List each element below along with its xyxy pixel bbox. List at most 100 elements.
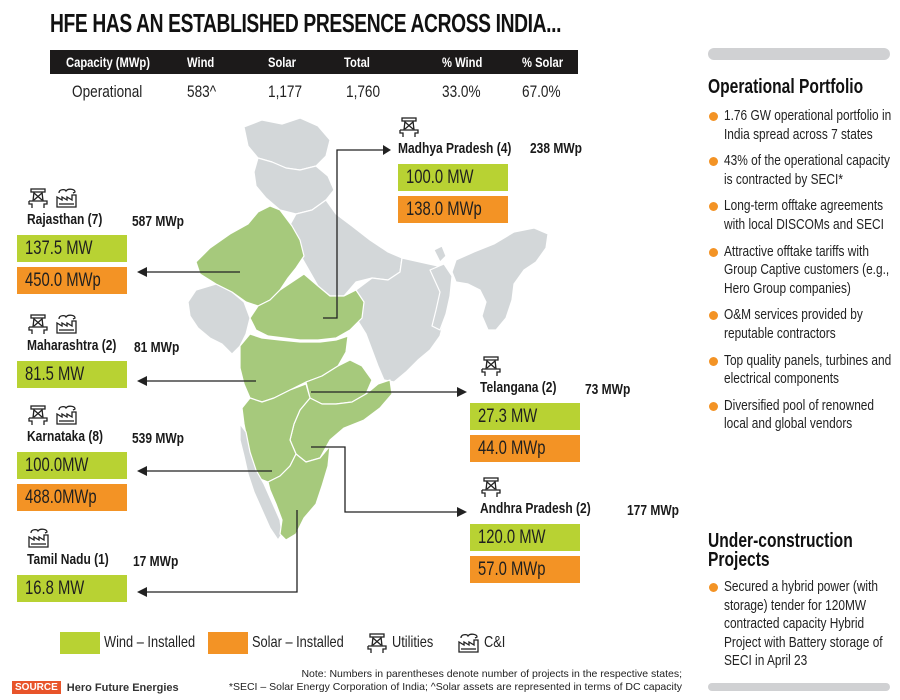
state-name: Madhya Pradesh (4) <box>398 140 512 157</box>
wind-capacity-bar: 137.5 MW <box>17 235 127 262</box>
list-item: 43% of the operational capacity is contr… <box>708 152 898 189</box>
bullet-icon <box>709 247 718 257</box>
connector-tamil-nadu <box>147 510 298 593</box>
map-region-uttar-pradesh <box>285 199 403 297</box>
source-name: Hero Future Energies <box>66 681 179 694</box>
connector-andhra-pradesh <box>311 446 457 513</box>
arrowhead-andhra-pradesh <box>457 507 467 517</box>
wind-capacity-bar: 81.5 MW <box>17 361 127 388</box>
state-block-tamil-nadu: Tamil Nadu (1) 17 MWp 16.8 MW <box>17 527 178 602</box>
solar-capacity-bar: 44.0 MWp <box>470 435 580 462</box>
bullet-icon <box>709 311 718 321</box>
wind-capacity-bar: 16.8 MW <box>17 575 127 602</box>
list-item: Diversified pool of renowned local and g… <box>708 397 898 434</box>
operational-portfolio-heading: Operational Portfolio <box>708 76 864 98</box>
source-credit: SOURCE Hero Future Energies <box>12 681 179 694</box>
map-region-jammu-kashmir <box>243 117 331 171</box>
map-region-gujarat <box>187 283 251 355</box>
legend-solar-label: Solar – Installed <box>252 634 344 651</box>
legend-wind-label: Wind – Installed <box>104 634 196 651</box>
sidebar: Operational Portfolio 1.76 GW operationa… <box>708 0 892 700</box>
page-title: HFE HAS AN ESTABLISHED PRESENCE ACROSS I… <box>50 8 562 38</box>
wind-capacity-bar: 100.0MW <box>17 452 127 479</box>
cell-pct-wind: 33.0% <box>442 82 481 101</box>
solar-capacity-bar: 138.0 MWp <box>398 196 508 223</box>
state-total: 17 MWp <box>133 553 179 570</box>
c-and-i-icon <box>56 188 77 208</box>
header-pct-wind: % Wind <box>442 54 483 70</box>
header-solar: Solar <box>268 54 297 70</box>
cell-total: 1,760 <box>346 82 381 101</box>
header-wind: Wind <box>187 54 215 70</box>
state-name: Tamil Nadu (1) <box>27 551 109 568</box>
utilities-icon <box>28 188 48 208</box>
solar-capacity-bar: 488.0MWp <box>17 484 127 511</box>
map-region-kerala <box>239 423 283 541</box>
map-region-maharashtra <box>239 333 349 403</box>
map-region-karnataka <box>241 383 311 483</box>
header-pct-solar: % Solar <box>522 54 564 70</box>
footnote-line-1: Note: Numbers in parentheses denote numb… <box>301 668 682 680</box>
state-name: Andhra Pradesh (2) <box>480 500 591 517</box>
wind-capacity-bar: 27.3 MW <box>470 403 580 430</box>
map-region-madhya-pradesh <box>249 273 365 341</box>
arrowhead-rajasthan <box>137 267 147 277</box>
state-block-andhra-pradesh: Andhra Pradesh (2) 177 MWp 120.0 MW 57.0… <box>470 476 679 583</box>
cell-pct-solar: 67.0% <box>522 82 561 101</box>
under-construction-list: Secured a hybrid power (with storage) te… <box>708 578 898 679</box>
legend-wind-swatch <box>60 632 100 654</box>
list-item: Long-term offtake agreements with local … <box>708 197 898 234</box>
state-name: Karnataka (8) <box>27 428 104 445</box>
state-total: 539 MWp <box>132 430 185 447</box>
state-name: Maharashtra (2) <box>27 337 117 354</box>
bullet-icon <box>709 157 718 167</box>
utilities-icon <box>367 633 387 653</box>
list-item: Attractive offtake tariffs with Group Ca… <box>708 243 898 299</box>
legend-ci-label: C&I <box>484 634 506 651</box>
source-badge: SOURCE <box>12 681 61 694</box>
list-item: Top quality panels, turbines and electri… <box>708 352 898 389</box>
connector-madhya-pradesh <box>323 149 383 319</box>
c-and-i-icon <box>56 405 77 425</box>
map-region-sikkim <box>433 245 447 263</box>
map-region-tamil-nadu <box>267 445 331 541</box>
state-total: 177 MWp <box>627 502 680 519</box>
under-construction-heading: Under-construction Projects <box>708 530 853 571</box>
divider-pill <box>708 683 890 691</box>
cell-solar: 1,177 <box>268 82 303 101</box>
state-block-karnataka: Karnataka (8) 539 MWp 100.0MW 488.0MWp <box>17 404 184 511</box>
state-block-madhya-pradesh: Madhya Pradesh (4) 238 MWp 100.0 MW 138.… <box>398 114 582 223</box>
bullet-icon <box>709 401 718 411</box>
legend-utilities-label: Utilities <box>392 634 434 651</box>
state-block-maharashtra: Maharashtra (2) 81 MWp 81.5 MW <box>17 313 179 388</box>
utilities-icon <box>481 356 501 376</box>
state-block-rajasthan: Rajasthan (7) 587 MWp 137.5 MW 450.0 MWp <box>17 187 184 294</box>
utilities-icon <box>399 117 419 137</box>
state-total: 73 MWp <box>585 381 631 398</box>
operational-portfolio-list: 1.76 GW operational portfolio in India s… <box>708 107 898 442</box>
map-region-west-bengal <box>429 263 453 331</box>
divider-pill <box>708 48 890 60</box>
state-name: Rajasthan (7) <box>27 211 103 228</box>
capacity-table: Capacity (MWp) Wind Solar Total % Wind %… <box>50 50 578 110</box>
wind-capacity-bar: 120.0 MW <box>470 524 580 551</box>
list-item: 1.76 GW operational portfolio in India s… <box>708 107 898 144</box>
solar-capacity-bar: 450.0 MWp <box>17 267 127 294</box>
state-total: 81 MWp <box>134 339 180 356</box>
state-block-telangana: Telangana (2) 73 MWp 27.3 MW 44.0 MWp <box>470 355 630 462</box>
arrowhead-madhya-pradesh <box>383 145 391 155</box>
solar-capacity-bar: 57.0 MWp <box>470 556 580 583</box>
arrowhead-tamil-nadu <box>137 587 147 597</box>
arrowhead-telangana <box>457 387 467 397</box>
c-and-i-icon <box>28 528 49 548</box>
bullet-icon <box>709 583 718 592</box>
utilities-icon <box>481 477 501 497</box>
bullet-icon <box>709 356 718 366</box>
state-name: Telangana (2) <box>480 379 557 396</box>
map-region-andhra-pradesh <box>289 379 393 463</box>
table-row: Operational 583^ 1,177 1,760 33.0% 67.0% <box>50 74 578 110</box>
arrowhead-karnataka <box>137 466 147 476</box>
row-label: Operational <box>72 82 143 101</box>
map-region-east <box>349 257 451 383</box>
map-region-rajasthan <box>195 205 305 307</box>
